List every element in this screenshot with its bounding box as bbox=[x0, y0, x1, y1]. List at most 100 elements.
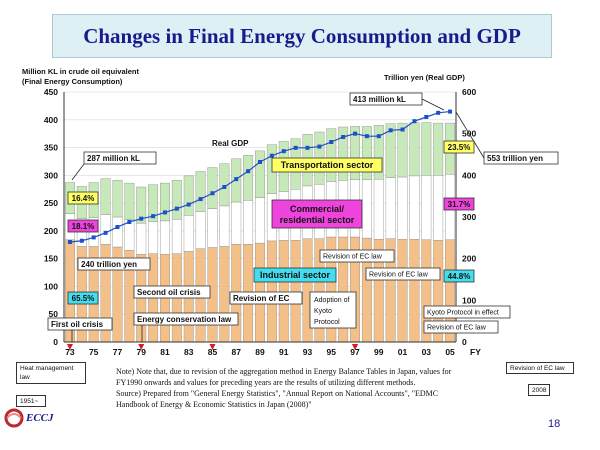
bar-commercial bbox=[195, 211, 206, 249]
y-tick-label: 450 bbox=[44, 87, 58, 97]
note-line-2: FY1990 onwards and values for preceding … bbox=[116, 378, 416, 387]
gdp-point bbox=[198, 197, 203, 202]
bar-transport bbox=[397, 122, 408, 178]
start-total-label-box bbox=[83, 151, 157, 165]
y-tick-label: 250 bbox=[44, 198, 58, 208]
bar-transport bbox=[433, 122, 444, 176]
event-rev-ec-law-a-box bbox=[319, 249, 395, 263]
share-1973-commercial: 18.1% bbox=[72, 222, 95, 231]
event-marker bbox=[138, 344, 145, 350]
bar-industrial bbox=[278, 240, 289, 343]
event-oil2-box bbox=[133, 285, 211, 299]
bar-commercial bbox=[421, 175, 432, 240]
y-tick-label: 350 bbox=[44, 143, 58, 153]
y-right-tick-label: 0 bbox=[462, 337, 467, 347]
bar-industrial bbox=[266, 240, 277, 343]
note-line-4: Handbook of Energy & Economic Statistics… bbox=[116, 400, 312, 409]
heat-law-box: Heat management law bbox=[16, 362, 86, 384]
logo-text: ECCJ bbox=[26, 412, 54, 424]
gdp-point bbox=[246, 169, 251, 174]
event-oil1-box bbox=[47, 317, 113, 331]
y-tick-label: 200 bbox=[44, 226, 58, 236]
share-1973-transport: 16.4% bbox=[72, 194, 95, 203]
x-tick-label: 81 bbox=[160, 347, 170, 357]
peak-total-label: 413 million kL bbox=[353, 95, 406, 104]
event-marker bbox=[352, 344, 359, 350]
event-kyoto-effect: Kyoto Protocol in effect bbox=[427, 310, 499, 317]
y-right-label: Trillion yen (Real GDP) bbox=[384, 73, 465, 82]
bar-transport bbox=[255, 150, 265, 198]
x-tick-label: 05 bbox=[445, 347, 455, 357]
gdp-point bbox=[424, 115, 429, 119]
x-tick-label: 85 bbox=[208, 347, 218, 357]
bar-transport bbox=[361, 126, 372, 180]
y-right-tick-label: 200 bbox=[462, 254, 476, 264]
bar-transport bbox=[124, 182, 135, 220]
bar-transport bbox=[243, 155, 254, 201]
event-rev-ec-law-b-box bbox=[365, 267, 441, 281]
ec-law-2008-label: Revision of EC law bbox=[510, 365, 565, 372]
commercial-sector-label-1: Commercial/ bbox=[290, 204, 345, 214]
bar-transport bbox=[195, 171, 206, 212]
gdp-end-label: 553 trillion yen bbox=[487, 154, 543, 163]
event-cons-law-box bbox=[133, 312, 239, 326]
event-kyoto-1: Adoption of bbox=[314, 297, 349, 304]
bar-commercial bbox=[361, 179, 372, 239]
bar-commercial bbox=[397, 176, 408, 240]
gdp-point bbox=[317, 144, 322, 149]
bar-commercial bbox=[171, 219, 182, 254]
bar-transport bbox=[148, 184, 159, 222]
bar-transport bbox=[112, 180, 123, 218]
gdp-point bbox=[174, 206, 179, 211]
event-kyoto-box bbox=[309, 291, 357, 329]
event-rev-ec: Revision of EC bbox=[233, 294, 290, 303]
gdp-point bbox=[127, 220, 132, 224]
x-tick-label: 83 bbox=[184, 347, 194, 357]
x-tick-label: 89 bbox=[255, 347, 265, 357]
peak-total-arrow bbox=[421, 98, 445, 111]
bar-transport bbox=[373, 125, 384, 180]
start-total-arrow bbox=[71, 163, 85, 181]
gdp-point bbox=[436, 110, 441, 115]
share-2006-transport-box bbox=[443, 140, 475, 154]
gdp-point bbox=[67, 240, 72, 244]
event-marker bbox=[209, 344, 216, 350]
gdp-point bbox=[400, 127, 405, 132]
y-tick-label: 100 bbox=[44, 281, 58, 291]
event-oil2: Second oil crisis bbox=[137, 288, 201, 297]
y-tick-label: 300 bbox=[44, 170, 58, 180]
gdp-point bbox=[353, 131, 358, 136]
gdp-series-label: Real GDP bbox=[212, 139, 249, 148]
bar-transport bbox=[136, 186, 147, 224]
gdp-point bbox=[139, 216, 144, 221]
bar-industrial bbox=[290, 240, 301, 343]
gdp-end-arrow bbox=[455, 111, 485, 159]
gdp-point bbox=[293, 145, 298, 150]
share-1973-industrial: 65.5% bbox=[72, 294, 95, 303]
bar-commercial bbox=[433, 175, 444, 241]
share-1973-industrial-box bbox=[67, 291, 99, 305]
axes: 0501001502002503003504004500100200300400… bbox=[22, 67, 481, 357]
bar-transport bbox=[160, 182, 170, 222]
year-2008-box: 2008 bbox=[528, 384, 550, 396]
gdp-point bbox=[364, 134, 369, 139]
title-banner: Changes in Final Energy Consumption and … bbox=[52, 14, 552, 58]
gdp-point bbox=[388, 128, 393, 133]
industrial-sector-label: Industrial sector bbox=[260, 270, 331, 280]
x-tick-label: 93 bbox=[303, 347, 313, 357]
y-tick-label: 150 bbox=[44, 254, 58, 264]
x-tick-label: 77 bbox=[113, 347, 123, 357]
x-tick-label: 75 bbox=[89, 347, 99, 357]
y-tick-label: 0 bbox=[53, 337, 58, 347]
bar-transport bbox=[350, 126, 360, 180]
y-right-tick-label: 300 bbox=[462, 212, 476, 222]
event-rev-ec-box bbox=[229, 291, 303, 305]
event-kyoto-2: Kyoto bbox=[314, 308, 332, 315]
heat-year-box: 1951~ bbox=[16, 395, 46, 407]
source-note: Note) Note that, due to revision of the … bbox=[116, 366, 472, 410]
gdp-point bbox=[115, 225, 120, 229]
event-kyoto-effect-box bbox=[423, 305, 511, 319]
bar-transport bbox=[338, 126, 349, 181]
bar-transport bbox=[409, 122, 420, 177]
page-title: Changes in Final Energy Consumption and … bbox=[83, 23, 521, 48]
